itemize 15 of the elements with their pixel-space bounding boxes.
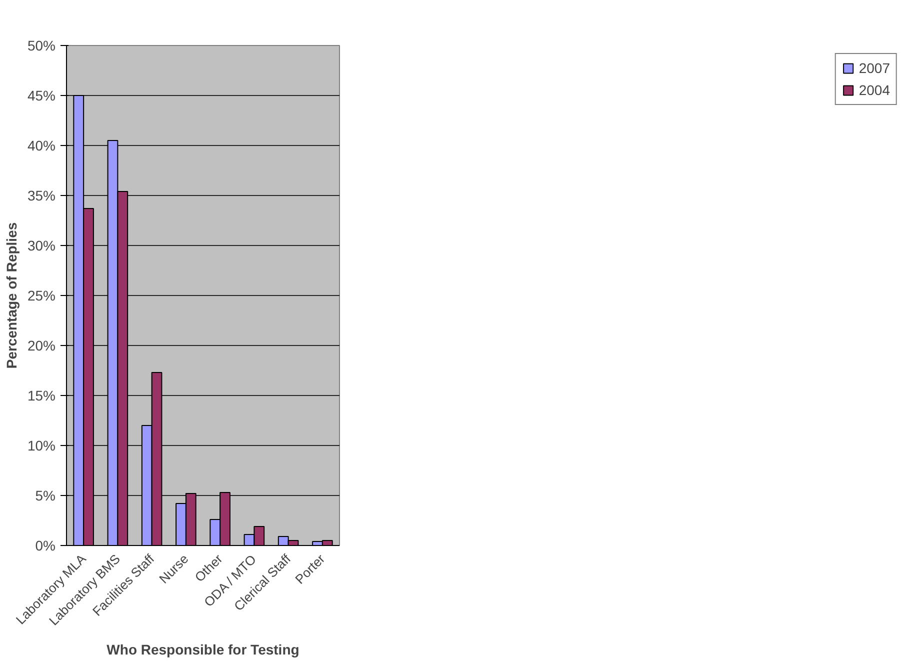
y-tick-label: 15%	[27, 388, 56, 404]
y-tick-label: 45%	[27, 88, 56, 104]
y-tick-label: 35%	[27, 188, 56, 204]
x-axis-title: Who Responsible for Testing	[106, 642, 300, 658]
y-tick-label: 10%	[27, 438, 56, 454]
y-tick-label: 20%	[27, 338, 56, 354]
y-tick-label: 50%	[27, 38, 56, 54]
y-tick-label: 40%	[27, 138, 56, 154]
legend-label: 2004	[858, 82, 890, 98]
legend-label: 2007	[858, 60, 890, 76]
y-tick-label: 30%	[27, 238, 56, 254]
y-tick-label: 25%	[27, 288, 56, 304]
y-tick-label: 0%	[35, 538, 56, 554]
y-tick-label: 5%	[35, 488, 56, 504]
y-axis-title: Percentage of Replies	[3, 222, 20, 369]
